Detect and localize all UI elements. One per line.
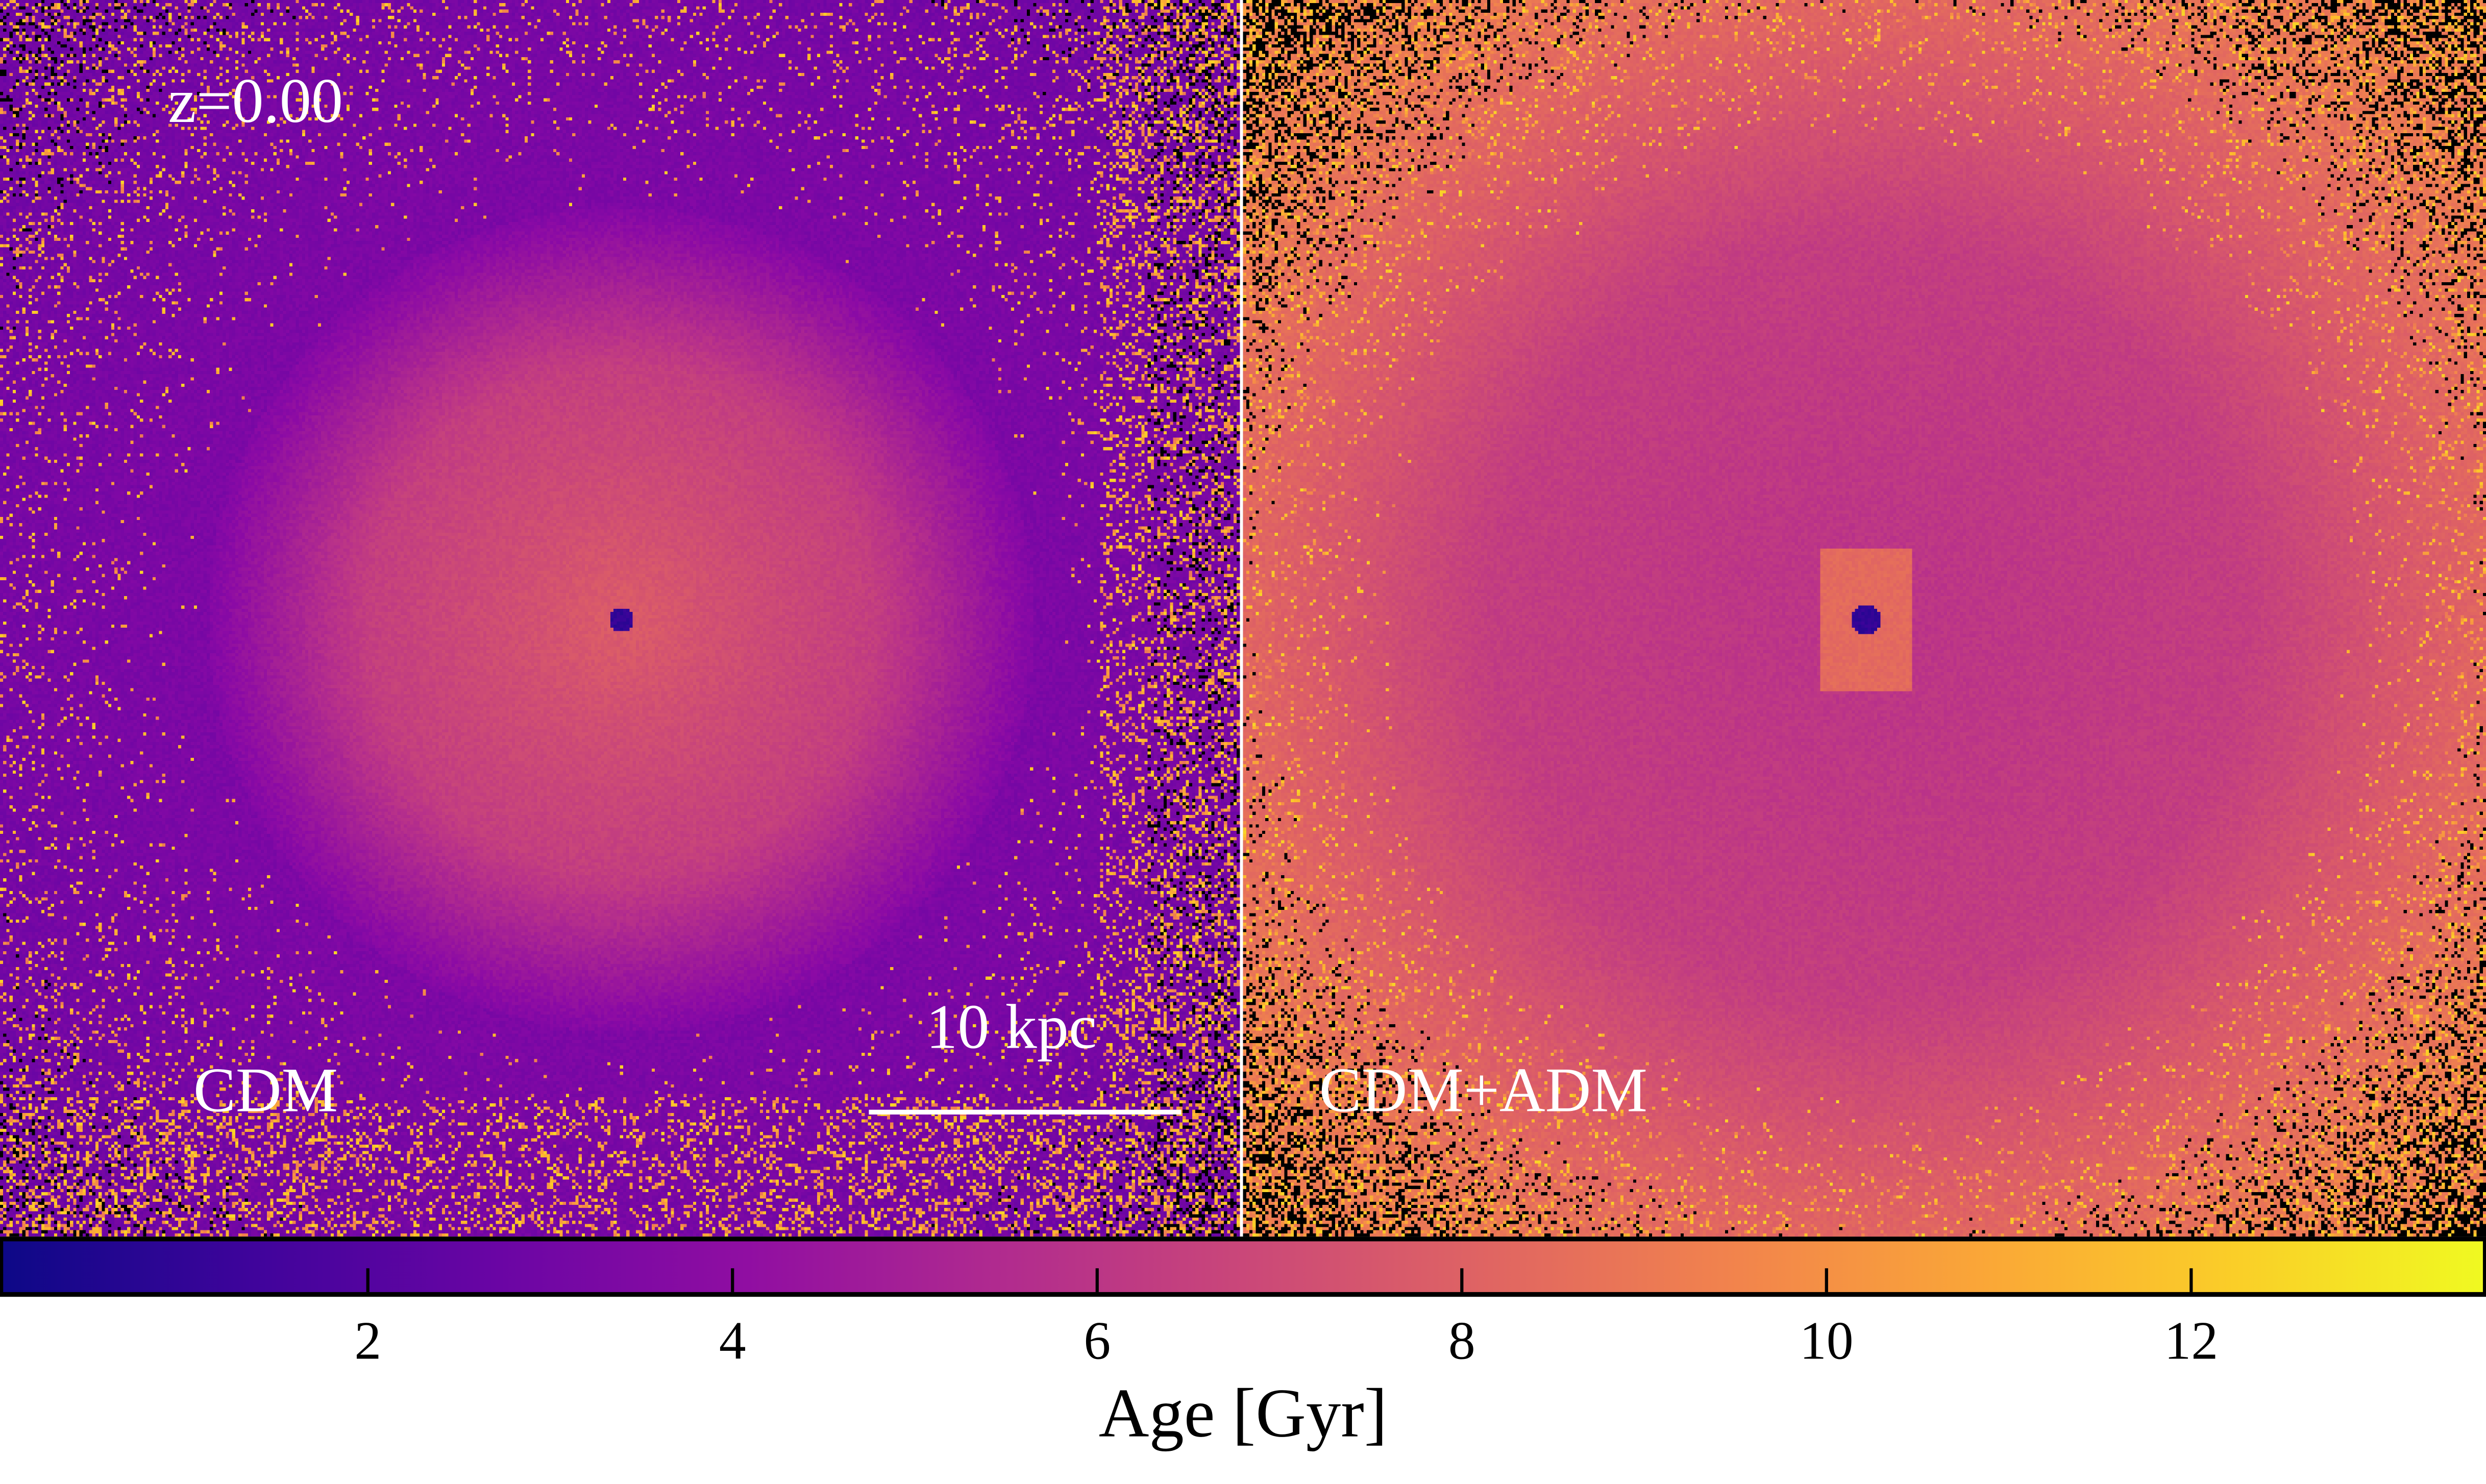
colorbar bbox=[0, 1236, 2486, 1297]
colorbar-tick-label: 12 bbox=[2164, 1313, 2219, 1373]
colorbar-tick bbox=[731, 1268, 734, 1292]
colorbar-tick bbox=[366, 1268, 370, 1292]
colorbar-tick bbox=[1825, 1268, 1828, 1292]
colorbar-tick-label: 6 bbox=[1084, 1313, 1111, 1373]
colorbar-label: Age [Gyr] bbox=[0, 1373, 2486, 1453]
colorbar-tick bbox=[1096, 1268, 1099, 1292]
colorbar-tick-label: 4 bbox=[719, 1313, 746, 1373]
panel-label-cdm-adm: CDM+ADM bbox=[1319, 1059, 1647, 1122]
redshift-label: z=0.00 bbox=[168, 70, 343, 133]
scale-bar bbox=[869, 1110, 1181, 1115]
colorbar-tick bbox=[2189, 1268, 2193, 1292]
colorbar-gradient bbox=[3, 1241, 2483, 1292]
colorbar-tick-label: 2 bbox=[354, 1313, 381, 1373]
age-map-cdm-adm bbox=[1243, 0, 2486, 1236]
panel-cdm-adm: CDM+ADM bbox=[1243, 0, 2486, 1236]
panel-label-cdm: CDM bbox=[193, 1059, 338, 1122]
colorbar-tick-label: 8 bbox=[1448, 1313, 1475, 1373]
colorbar-tick bbox=[1460, 1268, 1463, 1292]
panel-cdm: z=0.00 CDM 10 kpc bbox=[0, 0, 1240, 1236]
scale-bar-label: 10 kpc bbox=[926, 996, 1097, 1059]
colorbar-tick-label: 10 bbox=[1800, 1313, 1854, 1373]
